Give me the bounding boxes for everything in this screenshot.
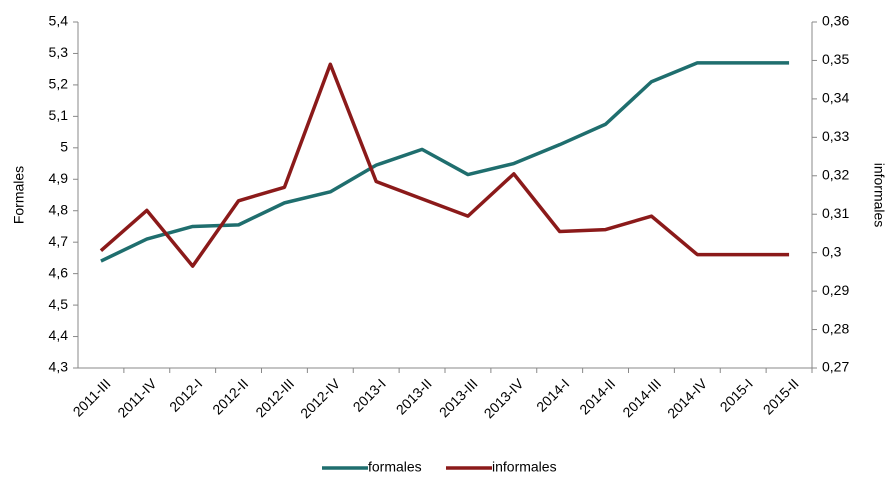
y2-tick-label: 0,27	[822, 359, 849, 375]
y-tick-label: 5,3	[49, 44, 69, 60]
legend-label: informales	[492, 459, 557, 475]
y-tick-label: 5,2	[49, 76, 69, 92]
y2-tick-label: 0,36	[822, 13, 849, 29]
y-tick-label: 4,6	[49, 264, 69, 280]
x-tick-label: 2013-I	[350, 375, 389, 414]
y-tick-label: 5	[60, 139, 68, 155]
x-tick-label: 2012-III	[252, 375, 297, 420]
x-tick-label: 2013-III	[436, 375, 481, 420]
y-tick-label: 4,4	[49, 327, 69, 343]
x-tick-label: 2014-II	[576, 375, 618, 417]
x-tick-label: 2013-II	[393, 375, 435, 417]
y-tick-label: 5,1	[49, 107, 69, 123]
y2-tick-label: 0,34	[822, 90, 849, 106]
legend-label: formales	[368, 459, 422, 475]
x-tick-label: 2014-IV	[664, 375, 710, 421]
x-tick-label: 2011-III	[70, 375, 114, 419]
y2-axis-label: informales	[871, 163, 887, 228]
y2-tick-label: 0,29	[822, 282, 849, 298]
x-tick-label: 2013-IV	[481, 375, 527, 421]
series-line	[100, 61, 790, 263]
y2-tick-label: 0,3	[822, 243, 842, 259]
x-tick-label: 2012-IV	[297, 375, 343, 421]
y2-tick-label: 0,33	[822, 128, 849, 144]
x-tick-label: 2012-I	[166, 375, 205, 414]
y-tick-label: 5,4	[49, 13, 69, 29]
y-axis-label: Formales	[11, 166, 27, 224]
x-tick-label: 2011-IV	[114, 375, 160, 421]
y2-tick-label: 0,35	[822, 51, 849, 67]
y2-tick-label: 0,32	[822, 166, 849, 182]
x-tick-label: 2015-I	[717, 375, 756, 414]
y2-tick-label: 0,31	[822, 205, 849, 221]
y2-tick-label: 0,28	[822, 320, 849, 336]
x-tick-label: 2014-III	[619, 375, 664, 420]
x-tick-label: 2015-II	[760, 375, 802, 417]
y-tick-label: 4,7	[49, 233, 69, 249]
y-tick-label: 4,8	[49, 201, 69, 217]
y-tick-label: 4,9	[49, 170, 69, 186]
series-line	[99, 62, 790, 268]
y-tick-label: 4,3	[49, 359, 69, 375]
x-tick-label: 2014-I	[533, 375, 572, 414]
y-tick-label: 4,5	[49, 296, 69, 312]
x-tick-label: 2012-II	[209, 375, 251, 417]
